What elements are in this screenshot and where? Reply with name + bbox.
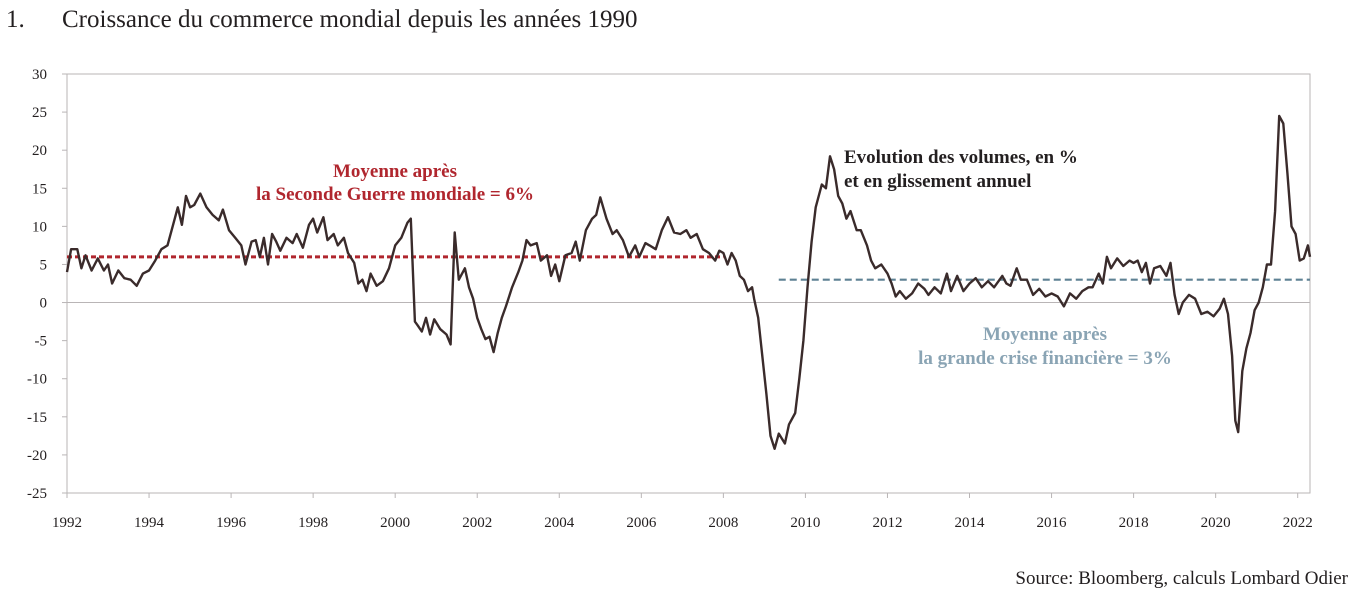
plot-border bbox=[66, 73, 1311, 494]
x-tick-label: 2010 bbox=[790, 515, 820, 531]
postgfc-average-label-line1: Moyenne après bbox=[983, 324, 1107, 345]
series-line-trade-volume bbox=[65, 114, 1312, 450]
x-tick-label: 2002 bbox=[462, 515, 492, 531]
y-tick-label: -5 bbox=[35, 334, 48, 350]
y-tick-label: 10 bbox=[32, 219, 47, 235]
x-tick-label: 2016 bbox=[1037, 515, 1068, 531]
x-tick-label: 1996 bbox=[216, 515, 247, 531]
y-tick-label: -25 bbox=[27, 486, 47, 502]
x-tick-label: 2014 bbox=[955, 515, 986, 531]
x-axis: 1992 1994 1996 1998 2000 2002 2004 2006 2008 2010… bbox=[52, 493, 1313, 531]
x-tick-label: 1994 bbox=[134, 515, 165, 531]
source-note: Source: Bloomberg, calculs Lombard Odier bbox=[1015, 568, 1348, 589]
reference-lines bbox=[67, 255, 1310, 281]
x-tick-label: 2006 bbox=[626, 515, 657, 531]
postwar-average-label-line1: Moyenne après bbox=[333, 161, 457, 182]
x-tick-label: 1998 bbox=[298, 515, 328, 531]
x-tick-label: 2004 bbox=[544, 515, 575, 531]
y-tick-label: -15 bbox=[27, 410, 47, 426]
x-tick-label: 2012 bbox=[872, 515, 902, 531]
series-label-line2: et en glissement annuel bbox=[844, 171, 1031, 192]
x-tick-label: 2022 bbox=[1283, 515, 1313, 531]
y-tick-label: 15 bbox=[32, 181, 47, 197]
figure-number: 1. bbox=[6, 6, 25, 33]
y-tick-label: -10 bbox=[27, 372, 47, 388]
x-tick-label: 2000 bbox=[380, 515, 410, 531]
x-tick-label: 2018 bbox=[1119, 515, 1149, 531]
x-tick-label: 2020 bbox=[1201, 515, 1231, 531]
y-tick-label: 30 bbox=[32, 67, 47, 83]
y-tick-label: -20 bbox=[27, 448, 47, 464]
y-tick-label: 20 bbox=[32, 143, 47, 159]
postgfc-average-label-line2: la grande crise financière = 3% bbox=[918, 348, 1172, 369]
x-tick-label: 2008 bbox=[708, 515, 738, 531]
y-tick-label: 25 bbox=[32, 105, 47, 121]
postwar-average-label-line2: la Seconde Guerre mondiale = 6% bbox=[256, 184, 534, 205]
series-label-line1: Evolution des volumes, en % bbox=[844, 147, 1078, 168]
y-axis: 30 25 20 15 10 5 0 -5 -10 -15 -20 -25 bbox=[27, 67, 67, 502]
y-tick-label: 5 bbox=[40, 257, 48, 273]
chart-title: Croissance du commerce mondial depuis le… bbox=[62, 6, 638, 33]
series-group bbox=[65, 114, 1312, 450]
plot-frame bbox=[66, 73, 1311, 494]
x-tick-label: 1992 bbox=[52, 515, 82, 531]
y-tick-label: 0 bbox=[40, 296, 48, 312]
